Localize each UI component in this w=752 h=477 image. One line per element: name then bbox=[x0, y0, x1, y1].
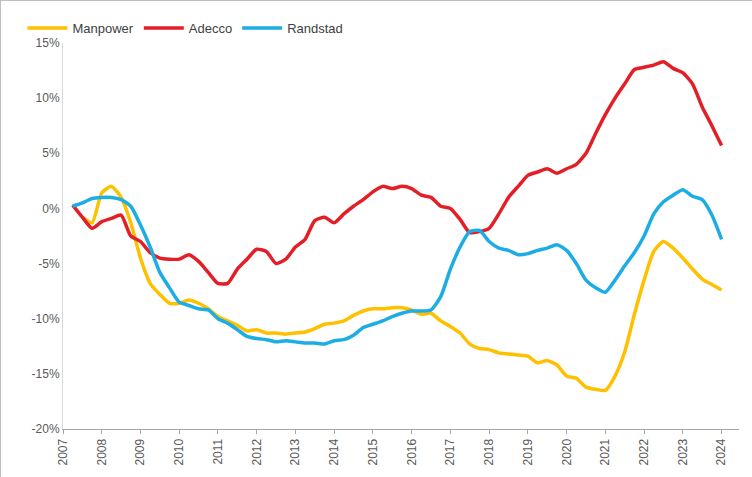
svg-text:Randstad: Randstad bbox=[287, 21, 343, 36]
svg-text:-10%: -10% bbox=[32, 312, 60, 326]
svg-text:2008: 2008 bbox=[95, 438, 109, 465]
svg-text:-15%: -15% bbox=[32, 367, 60, 381]
svg-text:2017: 2017 bbox=[443, 438, 457, 465]
svg-text:15%: 15% bbox=[36, 36, 60, 50]
svg-text:2020: 2020 bbox=[560, 438, 574, 465]
svg-text:2012: 2012 bbox=[250, 438, 264, 465]
svg-text:Manpower: Manpower bbox=[72, 21, 133, 36]
svg-text:2019: 2019 bbox=[521, 438, 535, 465]
svg-text:2013: 2013 bbox=[288, 438, 302, 465]
svg-text:Adecco: Adecco bbox=[189, 21, 232, 36]
svg-text:10%: 10% bbox=[36, 91, 60, 105]
svg-text:2021: 2021 bbox=[598, 438, 612, 465]
svg-text:2022: 2022 bbox=[637, 438, 651, 465]
svg-text:2014: 2014 bbox=[327, 438, 341, 465]
svg-text:2007: 2007 bbox=[56, 438, 70, 465]
svg-text:2016: 2016 bbox=[405, 438, 419, 465]
svg-text:-5%: -5% bbox=[38, 257, 60, 271]
svg-text:2015: 2015 bbox=[366, 438, 380, 465]
svg-text:2024: 2024 bbox=[714, 438, 728, 465]
svg-text:2010: 2010 bbox=[172, 438, 186, 465]
svg-text:0%: 0% bbox=[42, 202, 60, 216]
svg-text:2009: 2009 bbox=[133, 438, 147, 465]
svg-text:2011: 2011 bbox=[211, 438, 225, 464]
svg-text:-20%: -20% bbox=[32, 422, 60, 436]
svg-text:5%: 5% bbox=[42, 146, 60, 160]
svg-text:2018: 2018 bbox=[482, 438, 496, 465]
svg-text:2023: 2023 bbox=[676, 438, 690, 465]
